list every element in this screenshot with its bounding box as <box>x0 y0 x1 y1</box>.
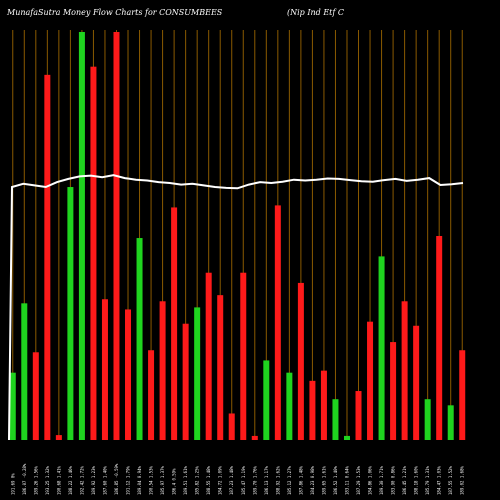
x-tick-label: 183.90 0.86% <box>391 466 396 495</box>
bar <box>251 435 258 440</box>
x-tick-label: 186.52 1.40% <box>333 466 338 495</box>
bar <box>171 207 178 440</box>
bar <box>44 74 51 440</box>
bar <box>343 435 350 440</box>
x-tick-label: 191.12 1.79% <box>126 466 131 495</box>
x-tick-label: 190.68 1.41% <box>56 466 61 495</box>
x-tick-label: 185.12 1.27% <box>287 466 292 495</box>
x-tick-label: 186.85 -0.59% <box>114 463 119 495</box>
x-tick-label: 189.30 1.71% <box>379 466 384 495</box>
x-tick-label: 184.23 0.98% <box>310 466 315 495</box>
x-tick-label: 191.69 0% <box>10 473 15 495</box>
x-tick-label: 189.04 0.94% <box>137 466 142 495</box>
x-tick-label: 187.55 1.52% <box>448 466 453 495</box>
bar <box>367 321 374 440</box>
chart-subtitle: (Nip Ind Etf C <box>287 8 344 17</box>
bar <box>113 32 120 440</box>
x-tick-label: 189.70 1.76% <box>252 466 257 495</box>
bar <box>159 301 166 440</box>
bar <box>217 295 224 440</box>
bar <box>390 342 397 440</box>
bar <box>274 205 281 440</box>
bar <box>148 350 155 440</box>
x-tick-label: 189.26 1.56% <box>33 466 38 495</box>
bar <box>297 282 304 440</box>
x-tick-labels: 191.69 0% 186.07 -0.28% 189.26 1.56% 193.25… <box>10 463 464 495</box>
x-tick-label: 190.54 1.53% <box>149 466 154 495</box>
x-tick-label: 187.86 1.48% <box>298 466 303 495</box>
bar <box>447 405 454 440</box>
x-tick-label: 186.13 1.17% <box>264 466 269 495</box>
x-tick-label: 192.42 1.72% <box>79 466 84 495</box>
bar <box>424 399 431 440</box>
x-tick-label: 184.72 1.09% <box>218 466 223 495</box>
x-tick-label: 187.23 1.48% <box>229 466 234 495</box>
x-tick-label: 187.60 1.40% <box>102 466 107 495</box>
bar <box>125 309 132 440</box>
x-tick-label: 188.22 1.46% <box>68 466 73 495</box>
bar <box>205 272 212 440</box>
bar <box>401 301 408 440</box>
bar <box>55 435 62 440</box>
bar <box>101 299 108 440</box>
x-tick-label: 186.4 0.59% <box>172 468 177 495</box>
bars-group <box>9 32 466 441</box>
bar <box>228 413 235 440</box>
bar <box>413 325 420 440</box>
bar <box>320 370 327 440</box>
x-tick-label: 188.92 1.62% <box>275 466 280 495</box>
x-tick-label: 189.92 1.23% <box>91 466 96 495</box>
bar <box>332 399 339 440</box>
bar <box>21 303 28 440</box>
bar <box>9 372 16 440</box>
money-flow-line <box>8 174 464 441</box>
x-tick-label: 186.07 -0.28% <box>22 463 27 495</box>
bar <box>459 350 466 440</box>
bar <box>309 380 316 440</box>
x-tick-label: 184.47 1.03% <box>437 466 442 495</box>
x-tick-label: 189.51 1.61% <box>183 466 188 495</box>
bar <box>286 372 293 440</box>
x-tick-label: 183.11 0.64% <box>344 466 349 495</box>
bar <box>240 272 247 440</box>
x-tick-label: 188.55 1.48% <box>206 466 211 495</box>
x-tick-label: 185.79 1.31% <box>425 466 430 495</box>
bar <box>136 238 143 440</box>
chart-title: MunafaSutra Money Flow Charts for CONSUM… <box>6 8 223 17</box>
x-tick-label: 184.86 1.06% <box>368 466 373 495</box>
bar <box>378 256 385 440</box>
bar <box>90 66 97 441</box>
x-tick-label: 185.97 1.37% <box>160 466 165 495</box>
bar <box>263 360 270 440</box>
x-tick-label: 189.65 1.61% <box>321 466 326 495</box>
bar <box>78 32 85 440</box>
bar <box>436 236 443 440</box>
x-tick-label: 188.18 1.60% <box>414 466 419 495</box>
x-tick-label: 186.45 1.21% <box>402 466 407 495</box>
x-tick-label: 187.29 1.53% <box>356 466 361 495</box>
bar <box>67 187 74 440</box>
bar <box>32 352 39 440</box>
bar <box>194 307 201 440</box>
x-tick-label: 193.25 1.32% <box>45 466 50 495</box>
x-tick-label: 185.82 1.25% <box>195 466 200 495</box>
bar <box>355 391 362 440</box>
x-tick-label: 189.02 1.68% <box>460 466 465 495</box>
bar <box>182 323 189 440</box>
x-tick-label: 185.47 1.19% <box>241 466 246 495</box>
